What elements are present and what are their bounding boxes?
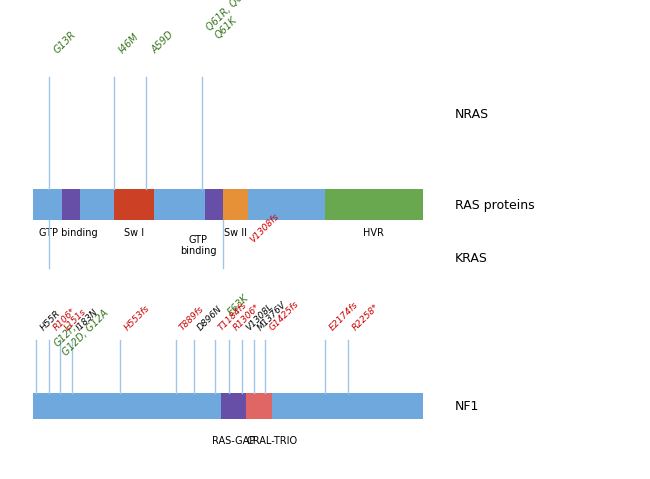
Text: R106*: R106* [51,307,77,333]
Text: KRAS: KRAS [455,252,488,265]
Text: V1308fs: V1308fs [248,212,281,244]
Text: E63K: E63K [226,292,251,317]
Text: T889fs: T889fs [178,305,206,333]
Bar [221,393,246,419]
Text: G12F,
G12D, G12A: G12F, G12D, G12A [52,299,110,357]
Text: L151s: L151s [63,308,88,333]
Bar [114,189,154,220]
Text: G1425fs: G1425fs [268,300,301,333]
Text: T1184fs: T1184fs [217,301,249,333]
Text: NF1: NF1 [455,399,479,413]
Text: RAS proteins: RAS proteins [455,199,534,213]
Bar [62,189,80,220]
Text: E2174fs: E2174fs [328,301,360,333]
Bar [32,189,422,220]
Bar [325,189,422,220]
Text: GTP binding: GTP binding [39,228,98,238]
Bar [32,393,422,419]
Text: I46M: I46M [117,31,141,55]
Text: R1306*: R1306* [231,303,262,333]
Bar [223,189,248,220]
Text: GTP
binding: GTP binding [180,235,216,256]
Bar [205,189,223,220]
Text: D896N: D896N [196,305,224,333]
Text: Sw I: Sw I [124,228,144,238]
Text: Q61R, Q61L,
Q61K: Q61R, Q61L, Q61K [205,0,264,41]
Text: CRAL-TRIO: CRAL-TRIO [246,436,297,446]
Text: NRAS: NRAS [455,108,489,122]
Text: RAS-GAP: RAS-GAP [212,436,255,446]
Text: H55R: H55R [38,309,62,333]
Text: V1308L: V1308L [244,302,275,333]
Text: HVR: HVR [363,228,384,238]
Text: I183N: I183N [75,308,100,333]
Text: R2258*: R2258* [350,303,381,333]
Text: A59D: A59D [150,29,176,55]
Text: M1376V: M1376V [256,300,289,333]
Text: Sw II: Sw II [224,228,247,238]
Text: G13R: G13R [52,29,78,55]
Bar [246,393,272,419]
Text: H553fs: H553fs [123,304,151,333]
